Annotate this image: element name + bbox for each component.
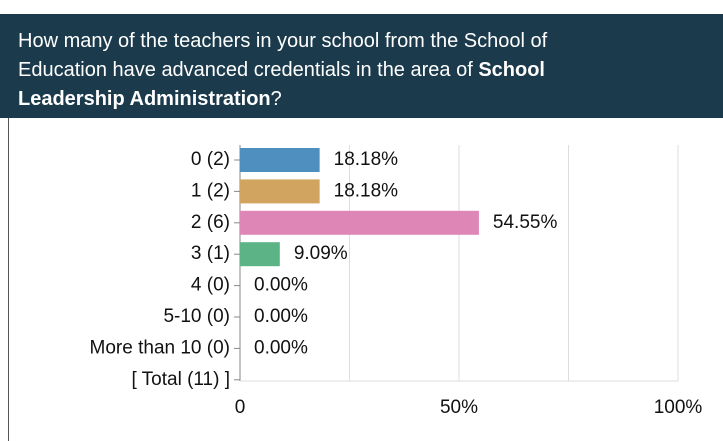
value-label: 18.18% [334, 149, 399, 170]
value-label: 0.00% [254, 337, 308, 358]
category-label: 3 (1) [191, 243, 230, 264]
x-tick-label: 100% [654, 397, 703, 418]
category-label: 1 (2) [191, 180, 230, 201]
category-label: 0 (2) [191, 149, 230, 170]
title-line: Education have advanced credentials in t… [18, 59, 545, 81]
bar [240, 179, 320, 204]
category-label: [ Total (11) ] [131, 369, 230, 390]
value-label: 0.00% [254, 275, 308, 296]
category-label: 4 (0) [191, 275, 230, 296]
title-part: School [478, 59, 545, 81]
title-part: ? [271, 88, 282, 110]
x-tick-label: 0 [235, 397, 246, 418]
value-label: 54.55% [493, 212, 558, 233]
category-label: More than 10 (0) [90, 337, 230, 358]
value-label: 0.00% [254, 306, 308, 327]
x-tick-label: 50% [440, 397, 478, 418]
header [0, 14, 723, 118]
value-label: 9.09% [294, 243, 348, 264]
title-line: Leadership Administration? [18, 88, 282, 110]
category-label: 5-10 (0) [163, 306, 230, 327]
bar [240, 148, 320, 172]
title-line: How many of the teachers in your school … [18, 30, 548, 52]
value-label: 18.18% [334, 180, 399, 201]
bar [240, 210, 479, 235]
category-label: 2 (6) [191, 212, 230, 233]
bar [240, 242, 280, 267]
